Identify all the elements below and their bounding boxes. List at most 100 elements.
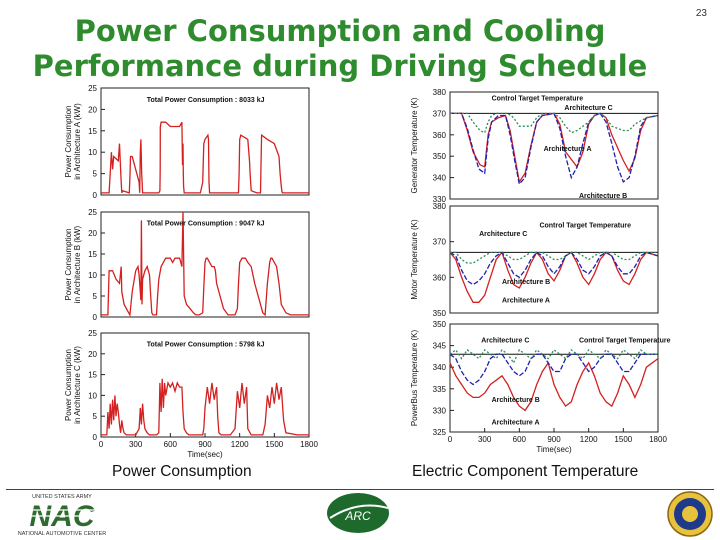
y-tick-label: 5 xyxy=(93,170,98,179)
footer-divider xyxy=(6,489,714,490)
chart-annotation: Architecture C xyxy=(481,337,529,344)
nac-logo: UNITED STATES ARMY NAC NATIONAL AUTOMOTI… xyxy=(10,494,120,537)
x-tick-label: 300 xyxy=(478,435,492,444)
chart-annotation: Total Power Consumption : 9047 kJ xyxy=(147,221,265,228)
university-seal-icon xyxy=(667,491,713,537)
y-tick-label: 370 xyxy=(433,109,447,118)
x-tick-label: 900 xyxy=(198,440,212,449)
nac-logo-top-text: UNITED STATES ARMY xyxy=(32,494,92,500)
x-tick-label: 1800 xyxy=(300,440,318,449)
y-axis-label: in Architecture C (kW) xyxy=(73,346,82,424)
y-tick-label: 325 xyxy=(433,428,447,437)
chart-powerbus: 325 330 335 340 345 350 0 300 600 900 1200 1500 1800… xyxy=(410,320,671,454)
y-tick-label: 10 xyxy=(88,271,97,280)
chart-annotation: Architecture B xyxy=(502,279,550,286)
series-architecture-b xyxy=(101,211,309,317)
y-tick-label: 25 xyxy=(88,84,97,93)
y-axis-label: Power Consumption xyxy=(64,105,73,177)
y-tick-label: 350 xyxy=(433,152,447,161)
chart-annotation: Architecture B xyxy=(492,397,540,404)
x-tick-label: 900 xyxy=(547,435,561,444)
y-tick-label: 330 xyxy=(433,195,447,204)
chart-annotation: Control Target Temperature xyxy=(492,96,584,103)
y-axis-label: Generator Temperature (K) xyxy=(410,97,419,193)
chart-annotation: Architecture A xyxy=(492,419,540,426)
chart-annotation: Architecture C xyxy=(564,105,612,112)
series-architecture-a xyxy=(449,251,659,303)
y-tick-label: 15 xyxy=(88,371,97,380)
x-tick-label: 1500 xyxy=(614,435,632,444)
series-architecture-a xyxy=(101,121,309,194)
chart-annotation: Architecture A xyxy=(544,146,592,153)
series-architecture-c xyxy=(450,112,659,134)
y-tick-label: 10 xyxy=(88,148,97,157)
chart-annotation: Control Target Temperature xyxy=(539,222,631,229)
nac-logo-bottom-text: NATIONAL AUTOMOTIVE CENTER xyxy=(18,531,107,537)
page-number: 23 xyxy=(695,8,707,19)
x-axis-label: Time(sec) xyxy=(536,445,572,454)
chart-generator: 330 340 350 360 370 380 Generator Temperature … xyxy=(410,88,659,204)
chart-annotation: Total Power Consumption : 8033 kJ xyxy=(147,97,265,104)
y-tick-label: 5 xyxy=(93,412,98,421)
y-tick-label: 360 xyxy=(433,273,447,282)
x-tick-label: 1800 xyxy=(649,435,667,444)
arc-logo-text: ARC xyxy=(344,509,371,523)
chart-c: 0 5 10 15 20 25 0 300 600 900 1200 1500 1800 Time(sec… xyxy=(64,329,318,459)
y-tick-label: 350 xyxy=(433,309,447,318)
y-tick-label: 330 xyxy=(433,406,447,415)
y-tick-label: 0 xyxy=(93,433,98,442)
y-tick-label: 380 xyxy=(433,202,447,211)
x-tick-label: 1200 xyxy=(580,435,598,444)
chart-b: 0 5 10 15 20 25 Power Consumption in Architectu… xyxy=(64,208,310,322)
x-axis-label: Time(sec) xyxy=(187,450,223,459)
x-tick-label: 0 xyxy=(99,440,104,449)
y-tick-label: 345 xyxy=(433,342,447,351)
x-tick-label: 600 xyxy=(513,435,527,444)
y-tick-label: 0 xyxy=(93,191,98,200)
y-tick-label: 25 xyxy=(88,208,97,217)
series-architecture-b xyxy=(449,251,659,286)
y-tick-label: 20 xyxy=(88,229,97,238)
y-tick-label: 20 xyxy=(88,350,97,359)
page-title: Power Consumption and Cooling Performanc… xyxy=(30,14,650,84)
series-architecture-b xyxy=(449,353,658,386)
chart-annotation: Architecture A xyxy=(502,297,550,304)
x-tick-label: 0 xyxy=(448,435,453,444)
y-tick-label: 15 xyxy=(88,250,97,259)
y-axis-label: in Architecture B (kW) xyxy=(73,225,82,303)
y-tick-label: 15 xyxy=(88,127,97,136)
y-tick-label: 370 xyxy=(433,238,447,247)
x-tick-label: 300 xyxy=(129,440,143,449)
chart-annotation: Control Target Temperature xyxy=(579,337,671,344)
title-line-2: Performance during Driving Schedule xyxy=(32,49,648,83)
plot-frame xyxy=(100,332,310,438)
chart-annotation: Architecture B xyxy=(579,193,627,200)
y-tick-label: 10 xyxy=(88,391,97,400)
y-axis-label: Power Consumption xyxy=(64,228,73,300)
y-axis-label: in Architecture A (kW) xyxy=(73,103,82,180)
y-axis-label: Motor Temperature (K) xyxy=(410,219,419,300)
x-tick-label: 1500 xyxy=(265,440,283,449)
footer-logos: UNITED STATES ARMY NAC NATIONAL AUTOMOTI… xyxy=(10,491,713,537)
y-tick-label: 0 xyxy=(93,313,98,322)
y-tick-label: 380 xyxy=(433,88,447,97)
series-architecture-a xyxy=(449,358,659,412)
y-tick-label: 350 xyxy=(433,320,447,329)
y-axis-label: Power Consumption xyxy=(64,349,73,421)
chart-annotation: Total Power Consumption : 5798 kJ xyxy=(147,342,265,349)
title-line-1: Power Consumption and Cooling xyxy=(74,14,606,48)
series-architecture-c xyxy=(101,378,309,436)
y-tick-label: 340 xyxy=(433,174,447,183)
chart-a: 0 5 10 15 20 25 Power Consumption in Architectu… xyxy=(64,84,310,200)
chart-annotation: Architecture C xyxy=(479,231,527,238)
y-tick-label: 360 xyxy=(433,131,447,140)
y-tick-label: 340 xyxy=(433,363,447,372)
plot-frame xyxy=(449,323,659,433)
y-axis-label: PowerBus Temperature (K) xyxy=(410,330,419,427)
series-architecture-c xyxy=(450,251,658,264)
y-tick-label: 335 xyxy=(433,385,447,394)
caption-power-consumption: Power Consumption xyxy=(112,463,252,480)
x-tick-label: 600 xyxy=(164,440,178,449)
chart-motor: 350 360 370 380 Motor Temperature (K) Archite… xyxy=(410,202,659,318)
y-tick-label: 25 xyxy=(88,329,97,338)
